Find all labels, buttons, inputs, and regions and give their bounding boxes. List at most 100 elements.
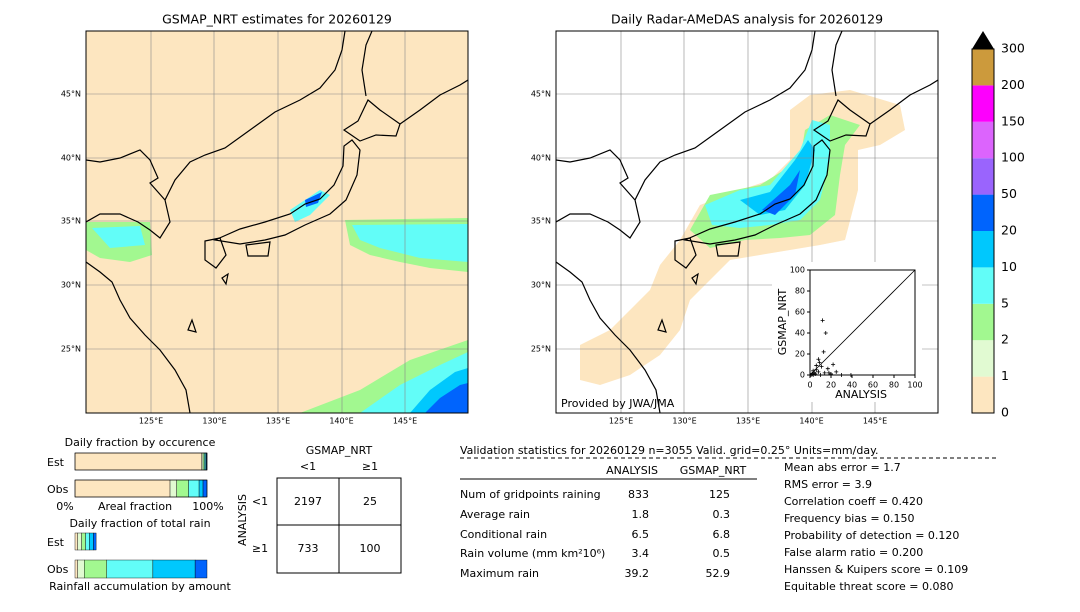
scatter-point xyxy=(839,373,844,377)
axis-label: Areal fraction xyxy=(98,500,172,513)
stat-label: Rain volume (mm km²10⁶) xyxy=(460,547,605,560)
col-header: ≥1 xyxy=(362,460,378,473)
stat-value: 125 xyxy=(709,488,730,501)
row-header: <1 xyxy=(252,495,268,508)
cell: 25 xyxy=(363,495,377,508)
scatter-point xyxy=(831,362,836,367)
colorbar-label: 100 xyxy=(1001,150,1025,165)
lat-label: 30°N xyxy=(61,281,81,290)
score: Hanssen & Kuipers score = 0.109 xyxy=(784,563,968,576)
fraction-segment xyxy=(84,559,107,579)
axis-label: Rainfall accumulation by amount xyxy=(49,580,231,593)
x-tick-label: 40 xyxy=(847,381,857,390)
fraction-segment xyxy=(188,479,200,498)
left-map xyxy=(86,31,468,413)
stat-value: 833 xyxy=(628,488,649,501)
fraction-segment xyxy=(85,532,90,551)
fraction-segment xyxy=(74,559,78,579)
scatter-point xyxy=(816,357,821,362)
stat-value: 39.2 xyxy=(625,567,650,580)
lon-label: 145°E xyxy=(863,417,887,426)
scatter-point xyxy=(848,373,853,377)
y-tick-label: 100 xyxy=(790,266,805,275)
scatter-point xyxy=(811,373,816,377)
fraction-segment xyxy=(93,532,97,551)
lat-label: 35°N xyxy=(61,217,81,226)
lon-label: 130°E xyxy=(672,417,696,426)
stat-label: Average rain xyxy=(460,508,530,521)
table-row-label: ANALYSIS xyxy=(236,494,249,546)
scatter-point xyxy=(822,370,827,375)
stat-value: 3.4 xyxy=(632,547,650,560)
colorbar-segment xyxy=(972,85,994,122)
colorbar-segment xyxy=(972,303,994,341)
map-frame xyxy=(555,30,939,414)
lon-label: 145°E xyxy=(393,417,417,426)
colorbar-segment xyxy=(972,231,994,268)
fraction-segment xyxy=(169,479,177,498)
scatter-point xyxy=(825,366,830,371)
y-tick-label: 20 xyxy=(795,350,805,359)
fraction-segment xyxy=(77,559,85,579)
stat-label: Num of gridpoints raining xyxy=(460,488,601,501)
diagonal xyxy=(809,269,916,376)
fraction-title: Daily fraction by occurence xyxy=(65,436,216,449)
stat-value: 6.8 xyxy=(713,528,731,541)
fraction-segment xyxy=(74,532,78,551)
colorbar-segment xyxy=(972,376,994,413)
scatter-ylabel: GSMAP_NRT xyxy=(776,289,789,356)
lat-label: 40°N xyxy=(61,154,81,163)
fraction-segment xyxy=(202,479,208,498)
colorbar-label: 5 xyxy=(1001,295,1009,310)
scatter-point xyxy=(823,331,828,335)
row-label: Obs xyxy=(47,483,69,496)
scatter-point xyxy=(816,369,821,374)
lat-label: 30°N xyxy=(531,281,551,290)
colorbar-segment xyxy=(972,121,994,159)
lon-label: 140°E xyxy=(799,417,823,426)
colorbar-label: 150 xyxy=(1001,113,1025,128)
colorbar-segment xyxy=(972,340,994,377)
cell: 2197 xyxy=(294,495,322,508)
lon-label: 125°E xyxy=(609,417,633,426)
col-header: <1 xyxy=(300,460,316,473)
scatter-point xyxy=(814,363,819,368)
colorbar-segment xyxy=(972,194,994,231)
fraction-segment xyxy=(106,559,154,579)
scatter-xlabel: ANALYSIS xyxy=(835,388,887,401)
stat-label: Maximum rain xyxy=(460,567,539,580)
scatter-point xyxy=(813,371,818,376)
colorbar-label: 200 xyxy=(1001,77,1025,92)
scatter-point xyxy=(818,373,823,377)
y-tick-label: 0 xyxy=(800,371,805,380)
lon-label: 135°E xyxy=(266,417,290,426)
colorbar-segment xyxy=(972,267,994,304)
fraction-segment xyxy=(152,559,196,579)
score: Mean abs error = 1.7 xyxy=(784,461,901,474)
score: Frequency bias = 0.150 xyxy=(784,512,915,525)
colorbar-segment xyxy=(972,158,994,195)
colorbar-label: 0 xyxy=(1001,405,1009,420)
lat-label: 35°N xyxy=(531,217,551,226)
scatter-point xyxy=(821,349,826,354)
lon-label: 125°E xyxy=(139,417,163,426)
credit: Provided by JWA/JMA xyxy=(561,397,675,410)
col-header: ANALYSIS xyxy=(606,464,658,477)
fraction-title: Daily fraction of total rain xyxy=(69,517,210,530)
cell: 733 xyxy=(298,542,319,555)
scatter-point xyxy=(829,371,833,376)
y-tick-label: 60 xyxy=(795,308,805,317)
fraction-frame xyxy=(74,452,208,471)
colorbar-label: 50 xyxy=(1001,186,1017,201)
colorbar-label: 2 xyxy=(1001,332,1009,347)
lat-label: 25°N xyxy=(61,345,81,354)
colorbar-label: 10 xyxy=(1001,259,1017,274)
stat-value: 0.5 xyxy=(713,547,731,560)
map-title: Daily Radar-AMeDAS analysis for 20260129 xyxy=(611,12,883,27)
scatter-point xyxy=(834,369,839,374)
map-title: GSMAP_NRT estimates for 20260129 xyxy=(162,12,392,27)
colorbar-label: 20 xyxy=(1001,223,1017,238)
stat-value: 52.9 xyxy=(706,567,731,580)
axis-label: 0% xyxy=(56,500,73,513)
col-header: GSMAP_NRT xyxy=(680,464,747,477)
